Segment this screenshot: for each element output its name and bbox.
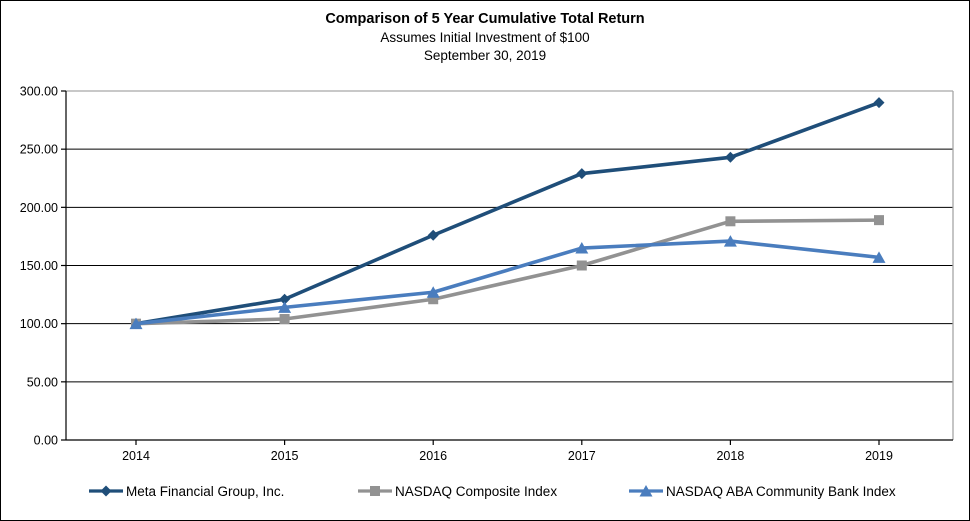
y-axis-label: 150.00 [20, 259, 58, 273]
series-2-marker-2016 [426, 286, 440, 298]
series-2-marker-2017 [575, 242, 589, 254]
series-line-2 [134, 239, 881, 326]
series-2-marker-2014 [129, 317, 143, 330]
x-axis-label: 2019 [865, 449, 893, 463]
series-1-marker-2018 [725, 216, 736, 227]
series-0-marker-2017 [576, 168, 588, 180]
series-1-marker-2017 [576, 260, 587, 271]
chart-subtitle: Assumes Initial Investment of $100 [380, 30, 590, 45]
series-1-marker-2016 [428, 294, 439, 305]
series-0-marker-2018 [724, 151, 736, 163]
series-line-1 [134, 218, 881, 326]
x-axis-label: 2017 [568, 449, 596, 463]
y-axis-label: 100.00 [20, 317, 58, 331]
chart-date: September 30, 2019 [423, 48, 547, 63]
y-axis-label: 300.00 [20, 85, 58, 99]
series-2 [129, 235, 886, 330]
chart-title-block: Comparison of 5 Year Cumulative Total Re… [1, 10, 969, 65]
y-axis-label: 250.00 [20, 143, 58, 157]
series-2-marker-2015 [278, 301, 292, 313]
series-line-0 [134, 100, 881, 326]
series-0-marker-2019 [873, 97, 885, 109]
series-1-marker-2015 [279, 314, 290, 325]
y-axis-label: 200.00 [20, 201, 58, 215]
series-0 [130, 97, 885, 330]
x-axis-label: 2014 [122, 449, 150, 463]
series-0-marker-2016 [427, 229, 439, 241]
x-axis-label: 2016 [419, 449, 447, 463]
series-2-marker-2019 [872, 251, 886, 263]
series-2-marker-2018 [723, 235, 737, 247]
y-axis-label: 50.00 [27, 375, 58, 389]
x-axis-label: 2015 [271, 449, 299, 463]
series-0-marker-2015 [279, 293, 291, 305]
chart-title: Comparison of 5 Year Cumulative Total Re… [325, 11, 645, 27]
y-axis-label: 0.00 [34, 434, 58, 448]
x-axis-label: 2018 [716, 449, 744, 463]
series-1-marker-2019 [874, 215, 884, 226]
